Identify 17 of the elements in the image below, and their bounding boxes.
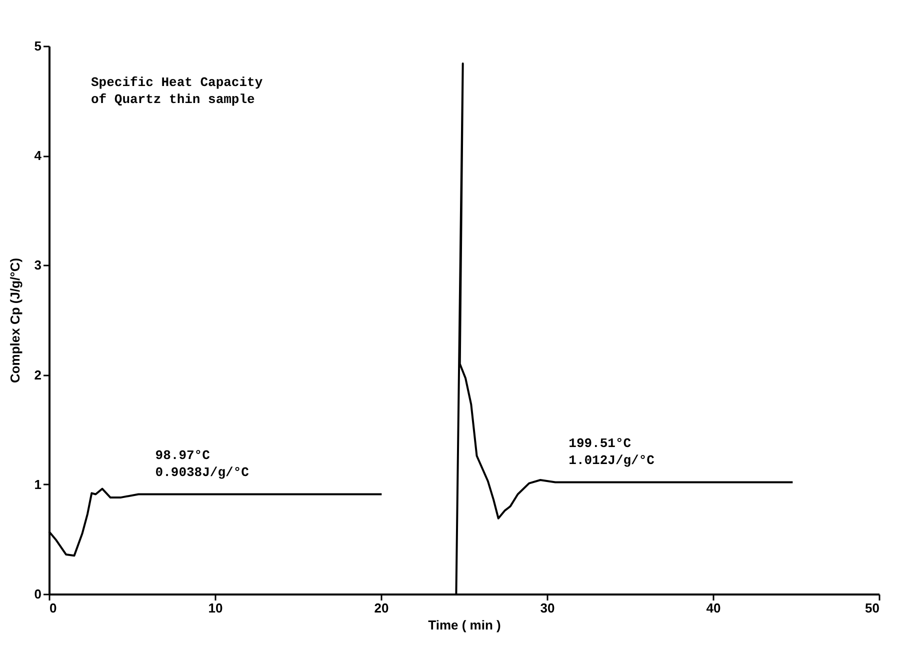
- x-tick-label: 20: [374, 600, 389, 616]
- y-tick-label: 2: [34, 367, 42, 382]
- x-tick-label: 40: [706, 600, 721, 616]
- x-axis-title: Time ( min ): [428, 618, 501, 632]
- y-tick-label: 3: [34, 258, 42, 273]
- x-tick-label: 10: [208, 600, 223, 616]
- y-tick-label: 1: [34, 476, 42, 492]
- y-tick-label: 0: [34, 586, 42, 602]
- x-tick-label: 50: [865, 600, 880, 616]
- x-tick-label: 30: [540, 600, 555, 616]
- y-tick-label: 4: [34, 148, 42, 164]
- annotation: Specific Heat Capacity of Quartz thin sample: [91, 75, 263, 107]
- x-tick-label: 0: [50, 600, 57, 616]
- y-axis-title: Complex Cp (J/g/°C): [7, 258, 22, 384]
- y-tick-label: 5: [34, 38, 42, 54]
- annotation: 98.97°C 0.9038J/g/°C: [155, 448, 250, 480]
- annotation: 199.51°C 1.012J/g/°C: [568, 436, 655, 468]
